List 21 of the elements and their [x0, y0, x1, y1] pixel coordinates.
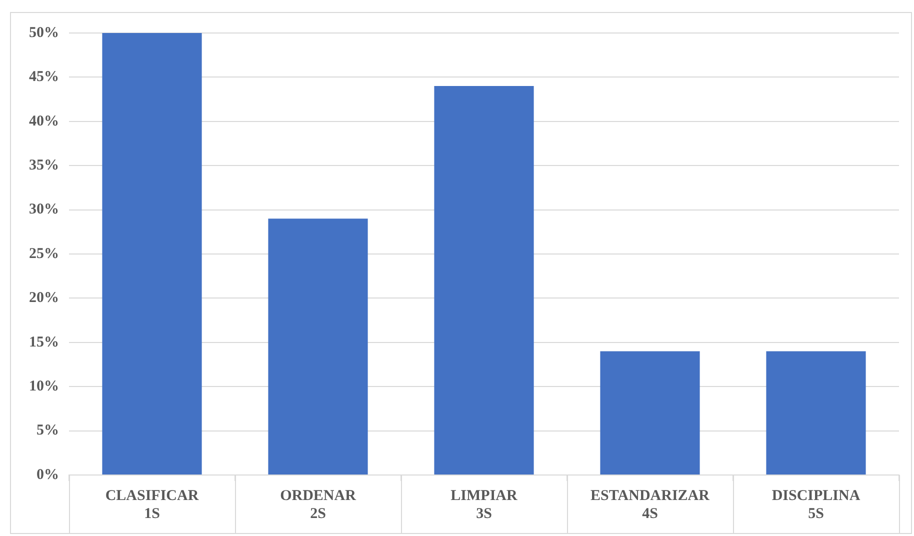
bar	[434, 86, 534, 474]
y-tick-label: 30%	[29, 202, 59, 218]
x-tick-label: ORDENAR 2S	[280, 488, 356, 522]
bar	[102, 33, 202, 474]
x-tick-label: LIMPIAR 3S	[450, 488, 518, 522]
y-tick-label: 35%	[29, 157, 59, 174]
bar	[600, 351, 700, 474]
y-tick-label: 0%	[36, 466, 59, 483]
y-tick-label: 50%	[29, 24, 59, 41]
bar	[766, 351, 866, 474]
y-tick-label: 10%	[29, 378, 59, 394]
bar	[268, 218, 368, 474]
x-tick-label: ESTANDARIZAR 4S	[590, 488, 710, 522]
x-tick-label: CLASIFICAR 1S	[105, 488, 199, 522]
y-tick-label: 5%	[36, 422, 59, 439]
y-tick-label: 40%	[29, 113, 59, 130]
y-tick-label: 15%	[29, 334, 59, 350]
y-tick-label: 25%	[29, 246, 59, 262]
x-tick-label: DISCIPLINA 5S	[772, 488, 860, 522]
y-tick-label: 45%	[29, 69, 59, 86]
y-tick-label: 20%	[29, 290, 59, 306]
